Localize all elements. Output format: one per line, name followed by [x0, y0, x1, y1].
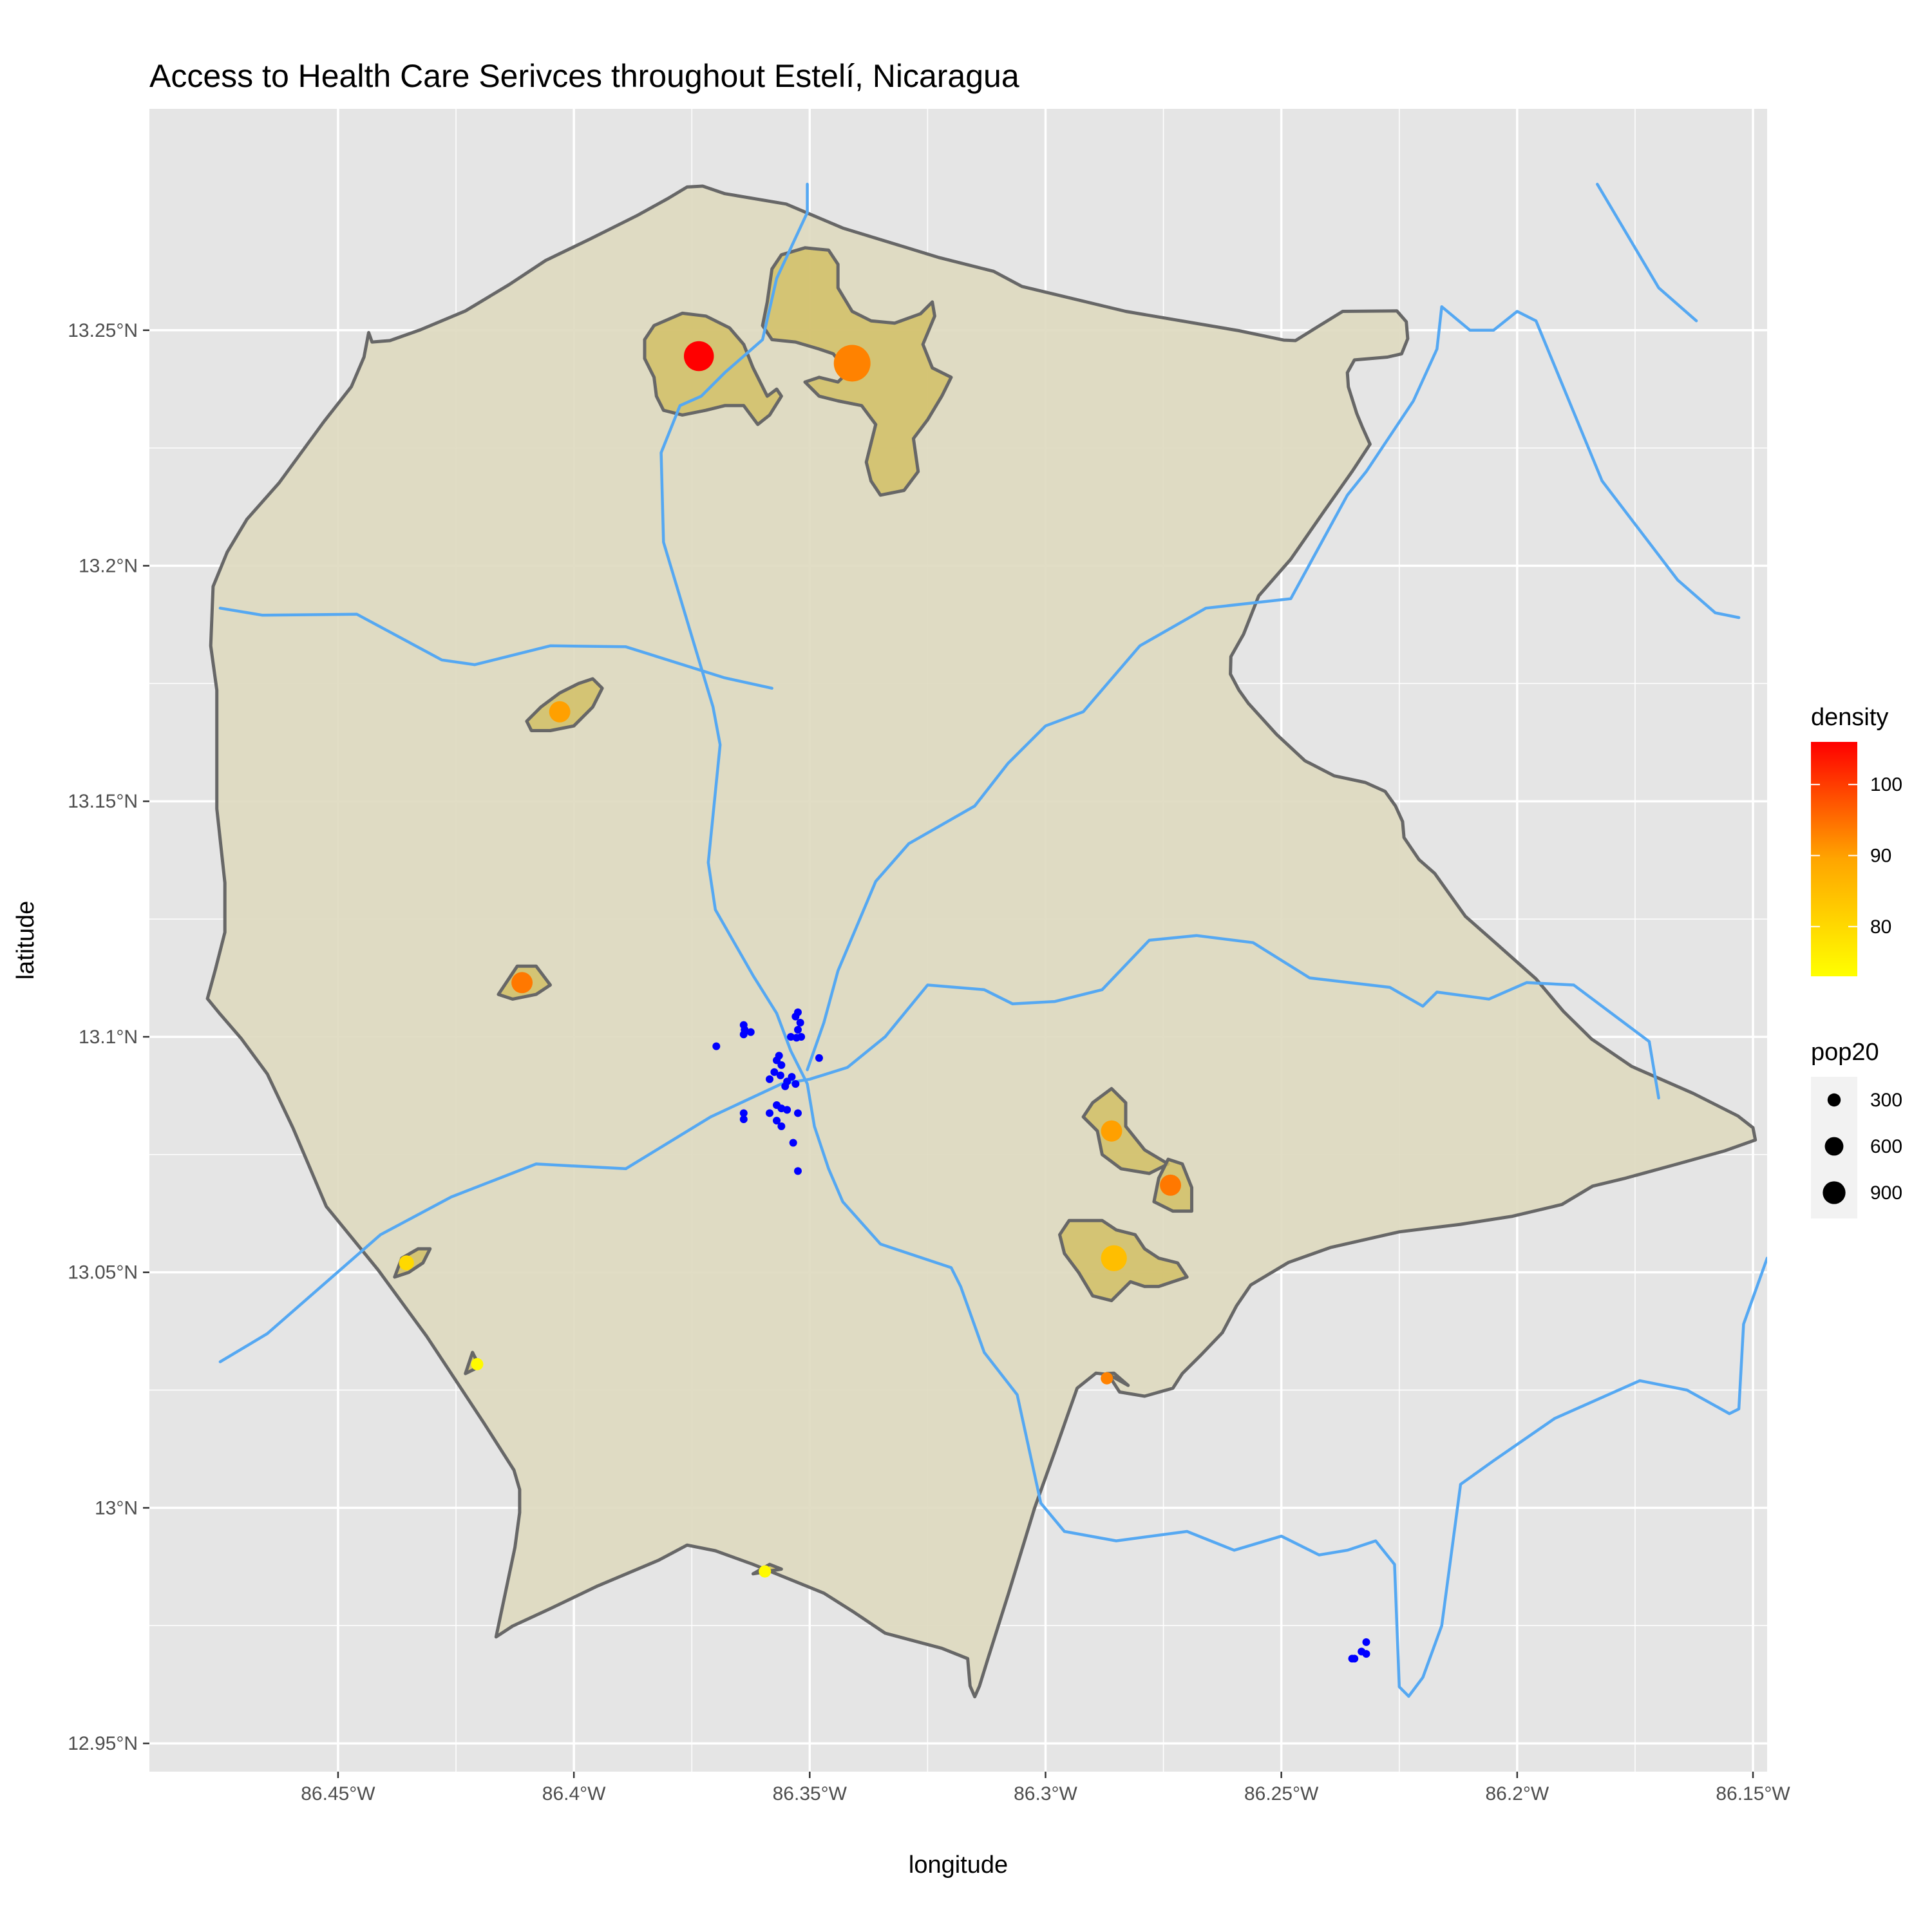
size-legend-label: 300: [1870, 1090, 1902, 1111]
x-tick-label: 86.3°W: [1014, 1783, 1077, 1804]
size-legend-label: 900: [1870, 1182, 1902, 1204]
health-facility-point: [796, 1019, 804, 1027]
y-tick-label: 13.15°N: [68, 791, 138, 812]
health-facility-point: [1362, 1650, 1370, 1658]
density-legend-label: 90: [1870, 845, 1891, 866]
health-facility-point: [1350, 1654, 1359, 1663]
y-axis-ticks: 13.25°N 13.2°N 13.15°N 13.1°N 13.05°N 13°N 12.…: [68, 320, 149, 1754]
x-tick-label: 86.25°W: [1244, 1783, 1319, 1804]
density-legend-label: 80: [1870, 916, 1891, 938]
road-line: [1596, 182, 1698, 323]
esteli-boundary: [205, 184, 1757, 1699]
density-point: [1101, 1372, 1113, 1385]
hotspot-contour: [1081, 1086, 1170, 1175]
health-facility-point: [766, 1109, 774, 1117]
health-facility-point: [773, 1056, 781, 1065]
y-tick-label: 13.2°N: [79, 556, 138, 577]
y-axis-title: latitude: [12, 901, 39, 980]
density-points: [399, 341, 1182, 1578]
health-facility-point: [712, 1042, 721, 1050]
health-facility-point: [777, 1122, 786, 1130]
health-facility-point: [746, 1028, 755, 1036]
density-colorbar: [1811, 742, 1857, 976]
road-line: [659, 182, 1410, 1698]
health-facility-point: [788, 1073, 796, 1081]
y-tick-label: 13.1°N: [79, 1027, 138, 1048]
x-tick-label: 86.15°W: [1716, 1783, 1790, 1804]
road-network: [218, 182, 1767, 1698]
health-facility-point: [793, 1025, 802, 1034]
health-facility-point: [815, 1054, 823, 1062]
health-facility-point: [783, 1106, 791, 1114]
health-facility-point: [789, 1139, 797, 1147]
health-facility-point: [787, 1032, 795, 1041]
density-point: [399, 1255, 414, 1271]
density-legend-title: density: [1811, 704, 1888, 731]
x-tick-label: 86.2°W: [1485, 1783, 1549, 1804]
health-facility-point: [770, 1068, 779, 1076]
y-tick-label: 12.95°N: [68, 1733, 138, 1754]
density-legend-labels: 100 90 80: [1811, 774, 1902, 938]
size-legend-label: 600: [1870, 1136, 1902, 1157]
density-point: [759, 1565, 772, 1578]
density-point: [1101, 1245, 1127, 1271]
y-tick-label: 13°N: [95, 1497, 138, 1519]
health-facility-point: [739, 1030, 748, 1039]
size-legend-dot: [1827, 1093, 1841, 1107]
hotspot-contour: [643, 311, 783, 426]
y-tick-label: 13.25°N: [68, 320, 138, 341]
size-legend-items: 300 600 900: [1823, 1090, 1902, 1204]
density-legend-label: 100: [1870, 774, 1902, 795]
health-facility-point: [777, 1061, 786, 1069]
health-facility-point: [793, 1167, 802, 1175]
health-facility-point: [1362, 1638, 1370, 1646]
chart-title: Access to Health Care Serivces throughou…: [149, 58, 1019, 94]
density-point: [1101, 1120, 1122, 1142]
health-facility-point: [781, 1082, 790, 1090]
health-facility-point: [766, 1075, 774, 1083]
x-tick-label: 86.4°W: [542, 1783, 606, 1804]
health-facility-point: [791, 1080, 800, 1088]
x-axis-ticks: 86.45°W 86.4°W 86.35°W 86.3°W 86.25°W 86.2°W 8…: [301, 1772, 1790, 1804]
size-legend-title: pop20: [1811, 1039, 1879, 1066]
size-legend-dot: [1823, 1181, 1846, 1204]
y-tick-label: 13.05°N: [68, 1262, 138, 1283]
density-point: [1160, 1174, 1182, 1196]
density-point: [549, 701, 571, 723]
road-line: [806, 305, 1741, 1072]
health-facility-point: [739, 1109, 748, 1117]
health-facility-point: [776, 1071, 784, 1079]
health-facility-point: [793, 1109, 802, 1117]
density-legend: density 100 90 80: [1811, 704, 1902, 976]
density-point: [833, 345, 871, 382]
size-legend: pop20 300 600 900: [1811, 1039, 1902, 1218]
density-point: [511, 972, 533, 994]
size-legend-dot: [1824, 1137, 1844, 1156]
health-facility-point: [739, 1115, 748, 1123]
road-line: [218, 934, 1660, 1363]
x-axis-title: longitude: [909, 1852, 1008, 1879]
health-facilities: [712, 1008, 1370, 1663]
density-point: [683, 341, 714, 372]
health-facility-point: [773, 1117, 781, 1125]
x-tick-label: 86.35°W: [773, 1783, 848, 1804]
x-tick-label: 86.45°W: [301, 1783, 375, 1804]
road-line: [1407, 1256, 1767, 1698]
density-point: [471, 1358, 484, 1370]
health-facility-point: [791, 1012, 800, 1021]
road-line: [218, 607, 773, 690]
